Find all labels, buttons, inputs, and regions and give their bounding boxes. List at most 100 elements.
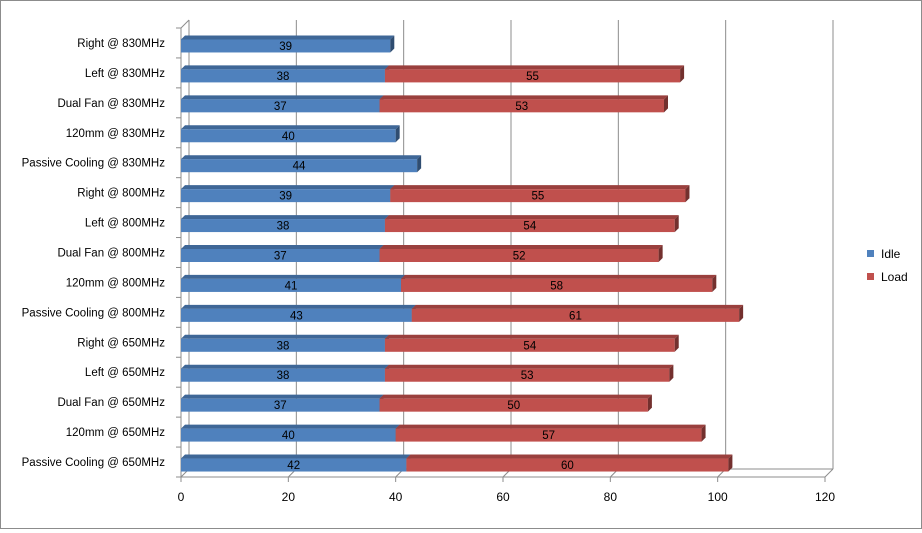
- value-label-load-8: 58: [550, 280, 563, 292]
- bar-load-7: [379, 249, 659, 262]
- y-axis-top-connector: [180, 19, 190, 29]
- value-label-load-14: 60: [561, 460, 574, 472]
- bar-top-idle-1: [181, 65, 389, 70]
- category-label-3: 120mm @ 830MHz: [66, 128, 165, 140]
- bar-idle-9: [181, 308, 412, 322]
- bar-side-idle-0: [390, 35, 395, 53]
- bar-idle-13: [181, 428, 396, 442]
- value-label-load-11: 53: [521, 370, 534, 382]
- legend-swatch-load: [867, 273, 874, 280]
- x-tick-label-80: 80: [604, 490, 618, 504]
- category-label-10: Right @ 650MHz: [77, 337, 165, 349]
- value-label-load-10: 54: [523, 340, 536, 352]
- bar-top-idle-11: [181, 364, 389, 369]
- bar-load-9: [411, 308, 740, 322]
- value-label-load-5: 55: [531, 191, 544, 203]
- bar-idle-12: [181, 398, 380, 412]
- bar-top-idle-2: [181, 95, 384, 100]
- bar-top-idle-3: [181, 125, 400, 130]
- legend: Idle Load: [867, 247, 908, 284]
- value-label-load-1: 55: [526, 71, 539, 83]
- value-label-idle-4: 44: [293, 161, 306, 173]
- labels: 0 20 40 60 80 100 120 Right @ 830MHz 39 Left @ 83…: [22, 38, 836, 504]
- value-label-load-13: 57: [542, 430, 555, 442]
- value-label-idle-11: 38: [277, 370, 290, 382]
- bar-top-idle-12: [181, 394, 384, 399]
- value-label-idle-14: 42: [287, 460, 300, 472]
- bar-side-load-13: [701, 424, 706, 442]
- gridlines: [180, 20, 834, 478]
- bar-side-load-12: [647, 394, 652, 412]
- value-label-load-9: 61: [569, 310, 582, 322]
- category-label-14: Passive Cooling @ 650MHz: [22, 457, 166, 469]
- bar-idle-2: [181, 99, 380, 113]
- bar-load-13: [395, 428, 702, 442]
- value-label-load-12: 50: [507, 400, 520, 412]
- bar-top-load-10: [384, 334, 679, 339]
- category-label-6: Left @ 800MHz: [85, 218, 165, 230]
- floor-connector-120: [824, 468, 834, 478]
- bar-idle-8: [181, 278, 402, 292]
- value-label-load-6: 54: [523, 221, 536, 233]
- value-label-load-2: 53: [515, 101, 528, 113]
- value-label-idle-8: 41: [285, 280, 298, 292]
- bar-top-load-5: [390, 185, 690, 190]
- bar-side-load-1: [680, 65, 685, 83]
- bar-side-load-10: [674, 334, 679, 352]
- legend-label-idle: Idle: [881, 247, 901, 261]
- bars: [181, 35, 744, 472]
- value-label-idle-1: 38: [277, 71, 290, 83]
- x-tick-label-120: 120: [815, 490, 835, 504]
- bar-idle-5: [181, 189, 391, 203]
- bar-side-load-6: [674, 215, 679, 233]
- bar-top-load-7: [379, 245, 663, 249]
- category-label-8: 120mm @ 800MHz: [66, 277, 165, 289]
- legend-label-load: Load: [881, 270, 908, 284]
- bar-top-idle-8: [181, 274, 406, 279]
- category-label-7: Dual Fan @ 800MHz: [57, 248, 165, 260]
- bar-side-load-14: [728, 454, 733, 472]
- bar-top-load-13: [395, 424, 706, 429]
- value-label-idle-5: 39: [279, 191, 292, 203]
- value-label-idle-3: 40: [282, 131, 295, 143]
- bar-side-load-11: [669, 364, 674, 382]
- bar-top-idle-14: [181, 454, 411, 459]
- category-label-11: Left @ 650MHz: [85, 367, 165, 379]
- value-label-idle-0: 39: [279, 41, 292, 53]
- value-label-idle-12: 37: [274, 400, 287, 412]
- value-label-idle-9: 43: [290, 310, 303, 322]
- value-label-idle-13: 40: [282, 430, 295, 442]
- bar-load-6: [384, 219, 675, 233]
- bar-idle-4: [181, 159, 418, 173]
- bar-load-2: [379, 99, 664, 113]
- bar-side-idle-3: [395, 125, 400, 143]
- category-label-1: Left @ 830MHz: [85, 68, 165, 80]
- bar-idle-10: [181, 338, 385, 352]
- bar-side-load-9: [739, 304, 744, 322]
- value-label-load-7: 52: [513, 251, 526, 263]
- x-tick-label-100: 100: [708, 490, 728, 504]
- category-label-12: Dual Fan @ 650MHz: [57, 397, 165, 409]
- category-label-2: Dual Fan @ 830MHz: [57, 98, 165, 110]
- bar-side-load-8: [712, 274, 717, 292]
- bar-top-idle-4: [181, 155, 422, 160]
- bar-top-idle-7: [181, 245, 384, 249]
- bar-top-idle-5: [181, 185, 395, 190]
- bar-load-12: [379, 398, 648, 412]
- bar-idle-14: [181, 458, 407, 472]
- bar-load-8: [401, 278, 713, 292]
- bar-top-load-12: [379, 394, 652, 399]
- bar-load-11: [384, 368, 670, 382]
- x-tick-label-20: 20: [282, 490, 296, 504]
- bar-top-load-9: [411, 304, 744, 309]
- bar-top-idle-6: [181, 215, 389, 220]
- bar-top-load-6: [384, 215, 679, 220]
- bar-load-5: [390, 189, 686, 203]
- bar-top-load-8: [401, 274, 717, 279]
- legend-swatch-idle: [867, 250, 874, 257]
- category-label-9: Passive Cooling @ 800MHz: [22, 307, 166, 319]
- category-label-0: Right @ 830MHz: [77, 38, 165, 50]
- bar-load-14: [406, 458, 729, 472]
